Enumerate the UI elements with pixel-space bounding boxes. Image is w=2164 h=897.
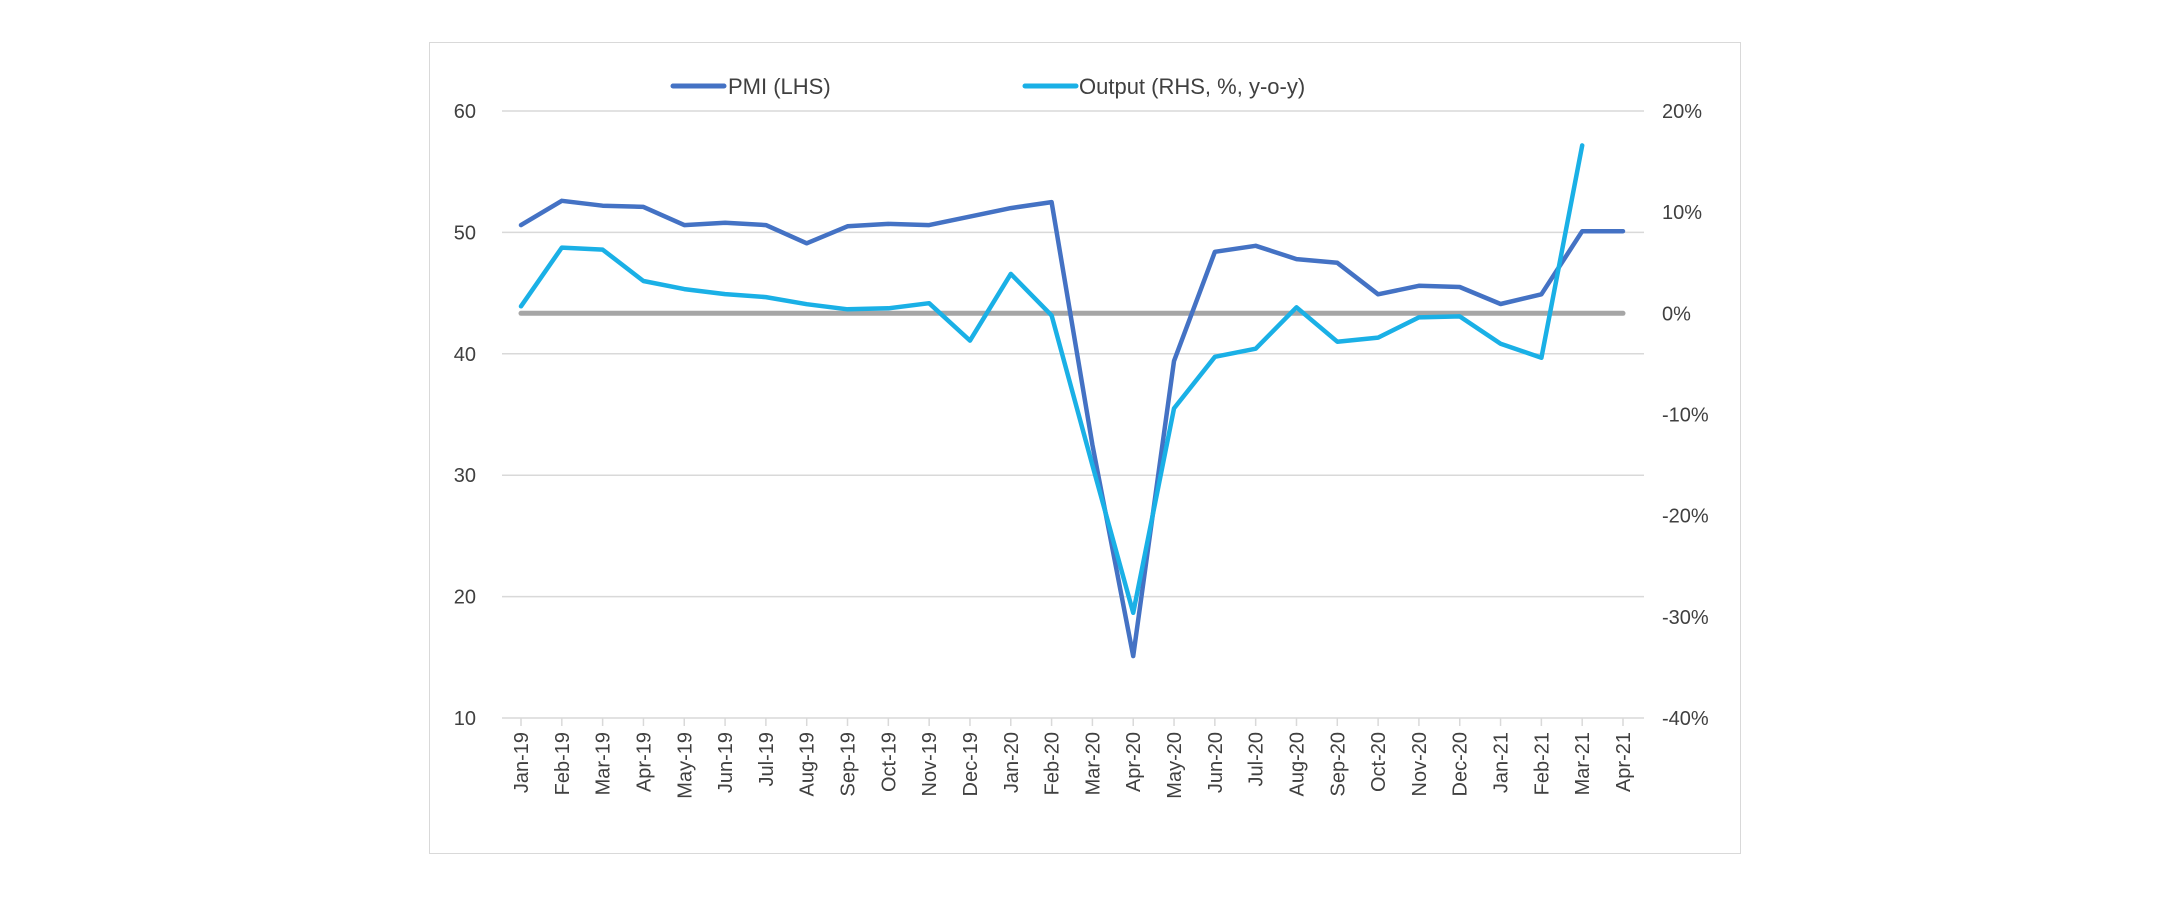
- x-tick-label: Nov-20: [1409, 732, 1431, 796]
- y-right-tick-label: -40%: [1662, 708, 1709, 730]
- y-right-tick-label: -30%: [1662, 607, 1709, 629]
- y-left-tick-label: 20: [454, 587, 476, 609]
- y-right-tick-label: 10%: [1662, 202, 1702, 224]
- x-tick-label: Feb-20: [1042, 732, 1064, 795]
- x-tick-label: Aug-20: [1286, 732, 1308, 797]
- x-tick-label: Jan-19: [511, 732, 533, 793]
- x-tick-label: Mar-19: [593, 732, 615, 795]
- series-line-pmi: [518, 198, 1626, 659]
- x-tick-label: Sep-19: [838, 732, 860, 797]
- x-tick-label: Jul-20: [1246, 732, 1268, 786]
- x-tick-label: Dec-20: [1450, 732, 1472, 796]
- series-line-output: [518, 143, 1585, 616]
- y-left-tick-label: 30: [454, 465, 476, 487]
- y-left-tick-label: 10: [454, 708, 476, 730]
- x-axis: Jan-19 Feb-19 Mar-19 Apr-19 May-19 Jun-19 Jul-…: [511, 718, 1635, 799]
- y-axis-right: -40% -30% -20% -10% 0% 10% 20%: [1662, 101, 1709, 730]
- legend-output-label: Output (RHS, %, y-o-y): [1079, 74, 1305, 99]
- x-tick-label: Apr-20: [1123, 732, 1145, 792]
- legend: PMI (LHS) Output (RHS, %, y-o-y): [670, 74, 1305, 99]
- x-tick-label: Dec-19: [960, 732, 982, 796]
- x-tick-label: Apr-19: [633, 732, 655, 792]
- x-tick-label: May-19: [674, 732, 696, 799]
- x-tick-label: Jun-20: [1205, 732, 1227, 793]
- x-tick-label: Jan-21: [1491, 732, 1513, 793]
- x-tick-label: Feb-21: [1531, 732, 1553, 795]
- x-tick-label: Mar-20: [1082, 732, 1104, 795]
- x-tick-label: Jul-19: [756, 732, 778, 786]
- gridlines: [502, 110, 1644, 719]
- y-left-tick-label: 50: [454, 222, 476, 244]
- x-tick-label: Jan-20: [1001, 732, 1023, 793]
- x-tick-label: May-20: [1164, 732, 1186, 799]
- x-tick-label: Jun-19: [715, 732, 737, 793]
- x-tick-label: Apr-21: [1613, 732, 1635, 792]
- y-right-tick-label: -10%: [1662, 405, 1709, 427]
- x-tick-label: Mar-21: [1572, 732, 1594, 795]
- x-tick-label: Nov-19: [919, 732, 941, 796]
- y-axis-left: 10 20 30 40 50 60: [454, 101, 476, 730]
- x-tick-label: Sep-20: [1327, 732, 1349, 797]
- x-tick-label: Oct-19: [878, 732, 900, 792]
- legend-pmi-label: PMI (LHS): [728, 74, 831, 99]
- y-left-tick-label: 60: [454, 101, 476, 123]
- y-left-tick-label: 40: [454, 344, 476, 366]
- y-right-tick-label: 0%: [1662, 303, 1691, 325]
- x-tick-label: Oct-20: [1368, 732, 1390, 792]
- y-right-tick-label: 20%: [1662, 101, 1702, 123]
- x-tick-label: Feb-19: [552, 732, 574, 795]
- x-tick-label: Aug-19: [797, 732, 819, 797]
- series-lines: [518, 143, 1626, 659]
- y-right-tick-label: -20%: [1662, 506, 1709, 528]
